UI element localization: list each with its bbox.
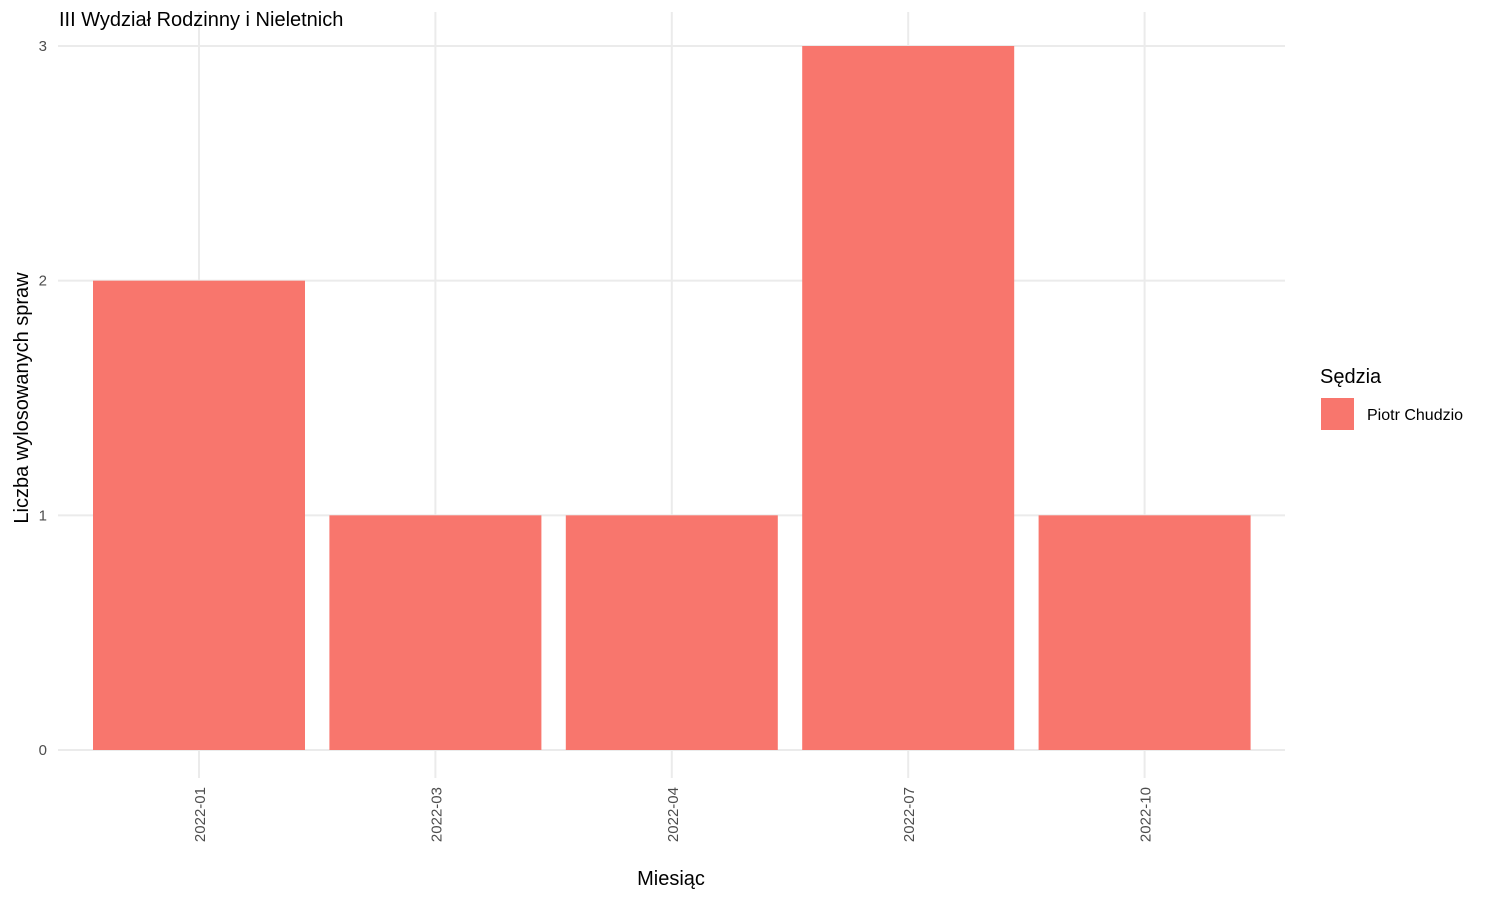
bar-2022-03 [329, 515, 542, 750]
y-tick-labels: 0 1 2 3 [39, 38, 47, 759]
bar-2022-04 [565, 515, 778, 750]
legend-label-piotr-chudzio: Piotr Chudzio [1367, 407, 1463, 424]
x-tick-label: 2022-10 [1138, 787, 1155, 842]
bars-layer [93, 46, 1251, 750]
legend-swatch [1321, 398, 1354, 430]
x-tick-label: 2022-04 [665, 787, 682, 842]
bar-2022-10 [1038, 515, 1251, 750]
y-tick-label: 2 [39, 273, 47, 290]
legend-title: Sędzia [1320, 366, 1382, 388]
x-tick-label: 2022-01 [192, 787, 209, 842]
bar-2022-01 [93, 280, 305, 750]
bar-2022-07 [802, 46, 1015, 750]
x-tick-label: 2022-03 [428, 787, 445, 842]
y-tick-label: 0 [39, 742, 47, 759]
x-tick-label: 2022-07 [901, 787, 918, 842]
legend: Sędzia Piotr Chudzio [1320, 366, 1463, 430]
y-tick-label: 3 [39, 38, 47, 55]
y-tick-label: 1 [39, 507, 47, 524]
y-axis-title: Liczba wylosowanych spraw [11, 272, 33, 524]
chart-title: III Wydział Rodzinny i Nieletnich [59, 9, 343, 31]
x-axis-title: Miesiąc [637, 868, 705, 890]
x-tick-labels: 2022-01 2022-03 2022-04 2022-07 2022-10 [192, 787, 1155, 842]
